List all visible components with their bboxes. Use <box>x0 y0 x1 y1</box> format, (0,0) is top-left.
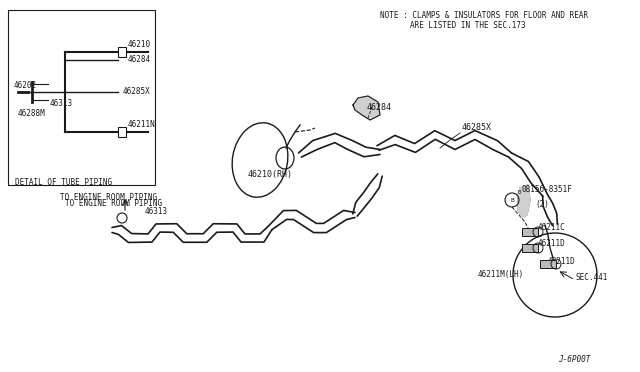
Text: 46210: 46210 <box>128 40 151 49</box>
Text: 46284: 46284 <box>367 103 392 112</box>
Bar <box>8 10 155 185</box>
Text: 08156-8351F: 08156-8351F <box>522 186 573 195</box>
Text: 46211D: 46211D <box>548 257 576 266</box>
Text: TO ENGINE ROOM PIPING: TO ENGINE ROOM PIPING <box>60 192 157 202</box>
Text: 46211C: 46211C <box>538 224 566 232</box>
Text: 46313: 46313 <box>145 208 168 217</box>
Text: TO ENGINE ROOM PIPING: TO ENGINE ROOM PIPING <box>65 199 162 208</box>
Text: B: B <box>517 190 520 196</box>
Text: 46313: 46313 <box>50 99 73 109</box>
Text: NOTE : CLAMPS & INSULATORS FOR FLOOR AND REAR: NOTE : CLAMPS & INSULATORS FOR FLOOR AND… <box>380 10 588 19</box>
Text: 46211D: 46211D <box>538 240 566 248</box>
Text: 46210(RH): 46210(RH) <box>248 170 293 180</box>
Text: 46285X: 46285X <box>462 122 492 131</box>
Polygon shape <box>353 96 380 120</box>
Text: ARE LISTED IN THE SEC.173: ARE LISTED IN THE SEC.173 <box>410 22 525 31</box>
Text: DETAIL OF TUBE PIPING: DETAIL OF TUBE PIPING <box>15 178 112 187</box>
Text: 46285X: 46285X <box>123 87 151 96</box>
Text: 46284: 46284 <box>128 55 151 64</box>
Text: B: B <box>510 198 514 202</box>
Polygon shape <box>518 185 530 218</box>
Text: 46202: 46202 <box>14 81 37 90</box>
Bar <box>540 260 556 268</box>
Bar <box>522 244 538 252</box>
Text: SEC.441: SEC.441 <box>575 273 607 282</box>
Text: (2): (2) <box>535 199 549 208</box>
Bar <box>522 228 538 236</box>
Bar <box>118 127 126 137</box>
Text: 46211N: 46211N <box>128 120 156 129</box>
Text: 46288M: 46288M <box>18 109 45 119</box>
Text: J-6P00T: J-6P00T <box>557 356 590 365</box>
Text: 46211M(LH): 46211M(LH) <box>478 270 524 279</box>
Bar <box>118 47 126 57</box>
